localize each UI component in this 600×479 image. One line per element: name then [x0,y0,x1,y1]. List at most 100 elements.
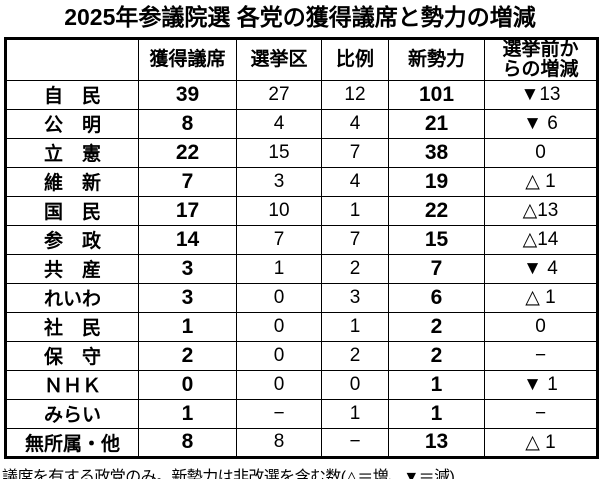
party-name-cell: れいわ [5,282,139,313]
header-proportional: 比例 [321,37,389,81]
header-new-strength: 新勢力 [388,37,485,81]
new-strength-cell: 1 [388,398,485,429]
party-name-cell: 自 民 [5,79,139,110]
election-results-table: 獲得議席 選挙区 比例 新勢力 選挙前か らの増減 自 民 39 27 12 1… [4,36,599,459]
new-strength-cell: 21 [388,108,485,139]
change-cell: ▼13 [484,79,598,110]
seats-won-cell: 3 [138,282,237,313]
party-name-cell: 国 民 [5,195,139,226]
district-seats-cell: 27 [236,79,322,110]
table-row: 社 民 1 0 1 2 0 [5,311,598,342]
change-cell: ▼ 1 [484,369,598,400]
footnote: 議席を有する政党のみ。新勢力は非改選を含む数(△＝増、▼＝減) [2,468,455,479]
party-name-cell: ＮＨＫ [5,369,139,400]
table-row: ＮＨＫ 0 0 0 1 ▼ 1 [5,369,598,400]
proportional-seats-cell: − [321,427,389,458]
party-name-cell: 維 新 [5,166,139,197]
proportional-seats-cell: 7 [321,137,389,168]
proportional-seats-cell: 1 [321,195,389,226]
seats-won-cell: 7 [138,166,237,197]
new-strength-cell: 6 [388,282,485,313]
new-strength-cell: 38 [388,137,485,168]
table-row: 公 明 8 4 4 21 ▼ 6 [5,108,598,139]
district-seats-cell: 15 [236,137,322,168]
party-name-cell: 共 産 [5,253,139,284]
district-seats-cell: − [236,398,322,429]
new-strength-cell: 2 [388,340,485,371]
change-cell: − [484,340,598,371]
district-seats-cell: 10 [236,195,322,226]
table-row: 国 民 17 10 1 22 △13 [5,195,598,226]
party-name-cell: 公 明 [5,108,139,139]
change-cell: ▼ 4 [484,253,598,284]
seats-won-cell: 8 [138,427,237,458]
district-seats-cell: 7 [236,224,322,255]
table-row: 立 憲 22 15 7 38 0 [5,137,598,168]
header-seats-won: 獲得議席 [138,37,237,81]
seats-won-cell: 39 [138,79,237,110]
seats-won-cell: 17 [138,195,237,226]
proportional-seats-cell: 1 [321,398,389,429]
seats-won-cell: 8 [138,108,237,139]
table-row: れいわ 3 0 3 6 △ 1 [5,282,598,313]
new-strength-cell: 7 [388,253,485,284]
new-strength-cell: 101 [388,79,485,110]
seats-won-cell: 14 [138,224,237,255]
page-title: 2025年参議院選 各党の獲得議席と勢力の増減 [64,4,536,30]
table-row: 無所属・他 8 8 − 13 △ 1 [5,427,598,458]
proportional-seats-cell: 2 [321,253,389,284]
party-name-cell: 参 政 [5,224,139,255]
header-party [5,37,139,81]
district-seats-cell: 0 [236,340,322,371]
change-cell: △13 [484,195,598,226]
district-seats-cell: 1 [236,253,322,284]
district-seats-cell: 0 [236,282,322,313]
seats-won-cell: 1 [138,398,237,429]
new-strength-cell: 13 [388,427,485,458]
seats-won-cell: 2 [138,340,237,371]
table-row: 共 産 3 1 2 7 ▼ 4 [5,253,598,284]
district-seats-cell: 4 [236,108,322,139]
header-change-from-pre-election: 選挙前か らの増減 [484,37,598,81]
change-cell: − [484,398,598,429]
new-strength-cell: 2 [388,311,485,342]
new-strength-cell: 22 [388,195,485,226]
district-seats-cell: 3 [236,166,322,197]
seats-won-cell: 22 [138,137,237,168]
header-district: 選挙区 [236,37,322,81]
party-name-cell: 立 憲 [5,137,139,168]
table-header-row: 獲得議席 選挙区 比例 新勢力 選挙前か らの増減 [5,37,598,81]
table-row: 参 政 14 7 7 15 △14 [5,224,598,255]
district-seats-cell: 0 [236,311,322,342]
party-name-cell: 社 民 [5,311,139,342]
seats-won-cell: 1 [138,311,237,342]
table-row: 自 民 39 27 12 101 ▼13 [5,79,598,110]
change-cell: 0 [484,137,598,168]
change-cell: 0 [484,311,598,342]
party-name-cell: 保 守 [5,340,139,371]
table-row: 維 新 7 3 4 19 △ 1 [5,166,598,197]
change-cell: △ 1 [484,166,598,197]
district-seats-cell: 8 [236,427,322,458]
seats-won-cell: 3 [138,253,237,284]
district-seats-cell: 0 [236,369,322,400]
table-row: 保 守 2 0 2 2 − [5,340,598,371]
change-cell: △ 1 [484,427,598,458]
new-strength-cell: 15 [388,224,485,255]
seats-won-cell: 0 [138,369,237,400]
change-cell: ▼ 6 [484,108,598,139]
table-row: みらい 1 − 1 1 − [5,398,598,429]
party-name-cell: 無所属・他 [5,427,139,458]
proportional-seats-cell: 1 [321,311,389,342]
proportional-seats-cell: 2 [321,340,389,371]
party-name-cell: みらい [5,398,139,429]
proportional-seats-cell: 7 [321,224,389,255]
proportional-seats-cell: 0 [321,369,389,400]
proportional-seats-cell: 3 [321,282,389,313]
proportional-seats-cell: 4 [321,108,389,139]
proportional-seats-cell: 12 [321,79,389,110]
table-body: 自 民 39 27 12 101 ▼13 公 明 8 4 4 21 ▼ 6 立 … [5,79,598,458]
proportional-seats-cell: 4 [321,166,389,197]
new-strength-cell: 19 [388,166,485,197]
